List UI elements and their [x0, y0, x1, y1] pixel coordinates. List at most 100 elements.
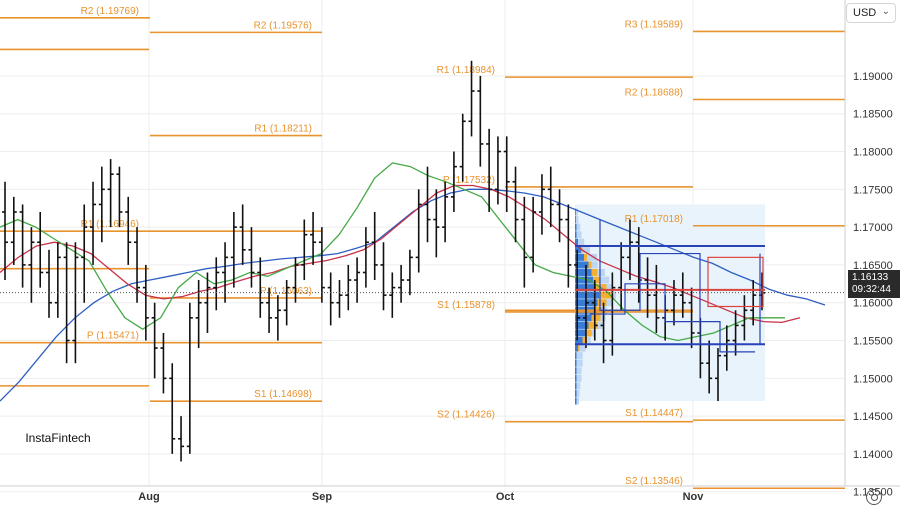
- y-tick-label: 1.14500: [853, 411, 893, 423]
- profile-bar-light: [597, 321, 603, 329]
- profile-bar-dark: [575, 276, 593, 284]
- red-ma-line: [0, 184, 801, 324]
- profile-bar-light: [597, 268, 605, 276]
- profile-bar-dark: [575, 359, 577, 367]
- current-price-tag: 1.16133 09:32:44: [848, 270, 900, 298]
- profile-bar-light: [576, 389, 580, 397]
- chevron-down-icon: ⌄: [881, 6, 890, 17]
- profile-bar-orange: [584, 253, 587, 261]
- profile-bar-dark: [575, 337, 583, 345]
- profile-bar-light: [576, 223, 581, 231]
- profile-step-blue: [599, 219, 761, 345]
- profile-bar-dark: [575, 246, 581, 254]
- pivot-label: R2 (1.19576): [254, 20, 312, 31]
- profile-bar-light: [606, 284, 613, 292]
- profile-bar-orange: [585, 329, 592, 337]
- profile-bar-dark: [575, 268, 592, 276]
- gear-icon[interactable]: [866, 489, 882, 505]
- currency-label: USD: [853, 7, 877, 19]
- profile-bar-dark: [575, 352, 577, 360]
- profile-bar-light: [576, 374, 582, 382]
- pivot-label: R2 (1.19769): [81, 6, 139, 17]
- pivot-levels: R2 (1.19769) R2 (1.19576) R1 (1.18211) P (1…: [0, 6, 845, 490]
- y-tick-label: 1.16000: [853, 298, 893, 310]
- profile-bar-orange: [582, 337, 587, 345]
- profile-bar-light: [578, 238, 585, 246]
- pivot-label: R1 (1.17018): [625, 214, 683, 225]
- profile-bar-light: [576, 359, 583, 367]
- green-ma-line: [0, 162, 785, 342]
- y-tick-label: 1.17000: [853, 222, 893, 234]
- pivot-label: S1 (1.14447): [625, 408, 683, 419]
- grid: [0, 0, 845, 493]
- range-levels: [575, 219, 765, 353]
- profile-bar-dark: [575, 389, 577, 397]
- profile-bar-dark: [575, 223, 577, 231]
- y-tick-label: 1.16500: [853, 260, 893, 272]
- profile-bar-dark: [575, 344, 578, 352]
- profile-bar-dark: [575, 231, 577, 239]
- pivot-label: S1 (1.14698): [254, 389, 312, 400]
- profile-bar-dark: [575, 397, 577, 405]
- volume-profile: [575, 204, 765, 405]
- profile-bar-orange: [593, 276, 601, 284]
- profile-bar-orange: [588, 321, 598, 329]
- profile-bar-orange: [591, 314, 601, 322]
- profile-bar-dark: [575, 238, 578, 246]
- profile-bar-dark: [575, 382, 577, 390]
- pivot-label: P (1.17532): [443, 175, 495, 186]
- pivot-label: P (1.15471): [87, 331, 139, 342]
- profile-bar-orange: [597, 299, 607, 307]
- y-tick-label: 1.14000: [853, 449, 893, 461]
- pivot-label: R1 (1.16946): [81, 219, 139, 230]
- currency-selector[interactable]: USD ⌄: [846, 3, 896, 23]
- profile-bar-orange: [591, 268, 598, 276]
- y-tick-label: 1.15500: [853, 336, 893, 348]
- profile-bar-light: [587, 253, 597, 261]
- profile-bar-dark: [575, 329, 586, 337]
- profile-bar-dark: [575, 367, 577, 375]
- profile-bar-light: [611, 291, 616, 299]
- profile-bar-dark: [575, 261, 589, 269]
- profile-bar-light: [575, 216, 579, 224]
- profile-bar-light: [576, 367, 582, 375]
- profile-bar-light: [575, 208, 578, 216]
- instafintech-logo: InstaFintech: [18, 424, 98, 452]
- pivot-label: R1 (1.18984): [437, 65, 495, 76]
- profile-bar-dark: [575, 208, 576, 216]
- x-tick-label: Aug: [138, 491, 159, 503]
- current-price-time: 09:32:44: [852, 284, 891, 295]
- profile-bar-orange: [578, 344, 580, 352]
- profile-bar-light: [579, 344, 586, 352]
- profile-bar-dark: [575, 253, 584, 261]
- profile-bar-dark: [575, 374, 577, 382]
- pivot-label: S2 (1.13546): [625, 476, 683, 487]
- profile-bar-light: [591, 261, 598, 269]
- pivot-label: R3 (1.19589): [625, 19, 683, 30]
- profile-bar-orange: [599, 291, 611, 299]
- pivot-label: R1 (1.18211): [254, 124, 312, 135]
- current-price-value: 1.16133: [852, 272, 889, 283]
- y-tick-label: 1.19000: [853, 71, 893, 83]
- y-tick-label: 1.15000: [853, 373, 893, 385]
- x-tick-label: Nov: [683, 491, 705, 503]
- y-tick-label: 1.18000: [853, 147, 893, 159]
- profile-bar-dark: [575, 216, 576, 224]
- profile-bar-orange: [588, 261, 592, 269]
- pivot-label: R2 (1.18688): [625, 88, 683, 99]
- profile-bar-light: [582, 246, 590, 254]
- profile-bar-light: [591, 329, 596, 337]
- y-tick-label: 1.17500: [853, 184, 893, 196]
- pivot-label: S2 (1.14426): [437, 410, 495, 421]
- weekly-box-red: [707, 256, 764, 308]
- x-tick-label: Sep: [312, 491, 332, 503]
- profile-bar-light: [606, 299, 613, 307]
- pivot-label: S1 (1.15878): [437, 300, 495, 311]
- profile-bar-dark: [575, 321, 589, 329]
- profile-bar-light: [576, 397, 579, 405]
- profile-bar-light: [576, 352, 583, 360]
- y-tick-label: 1.18500: [853, 109, 893, 121]
- profile-bar-light: [587, 337, 591, 345]
